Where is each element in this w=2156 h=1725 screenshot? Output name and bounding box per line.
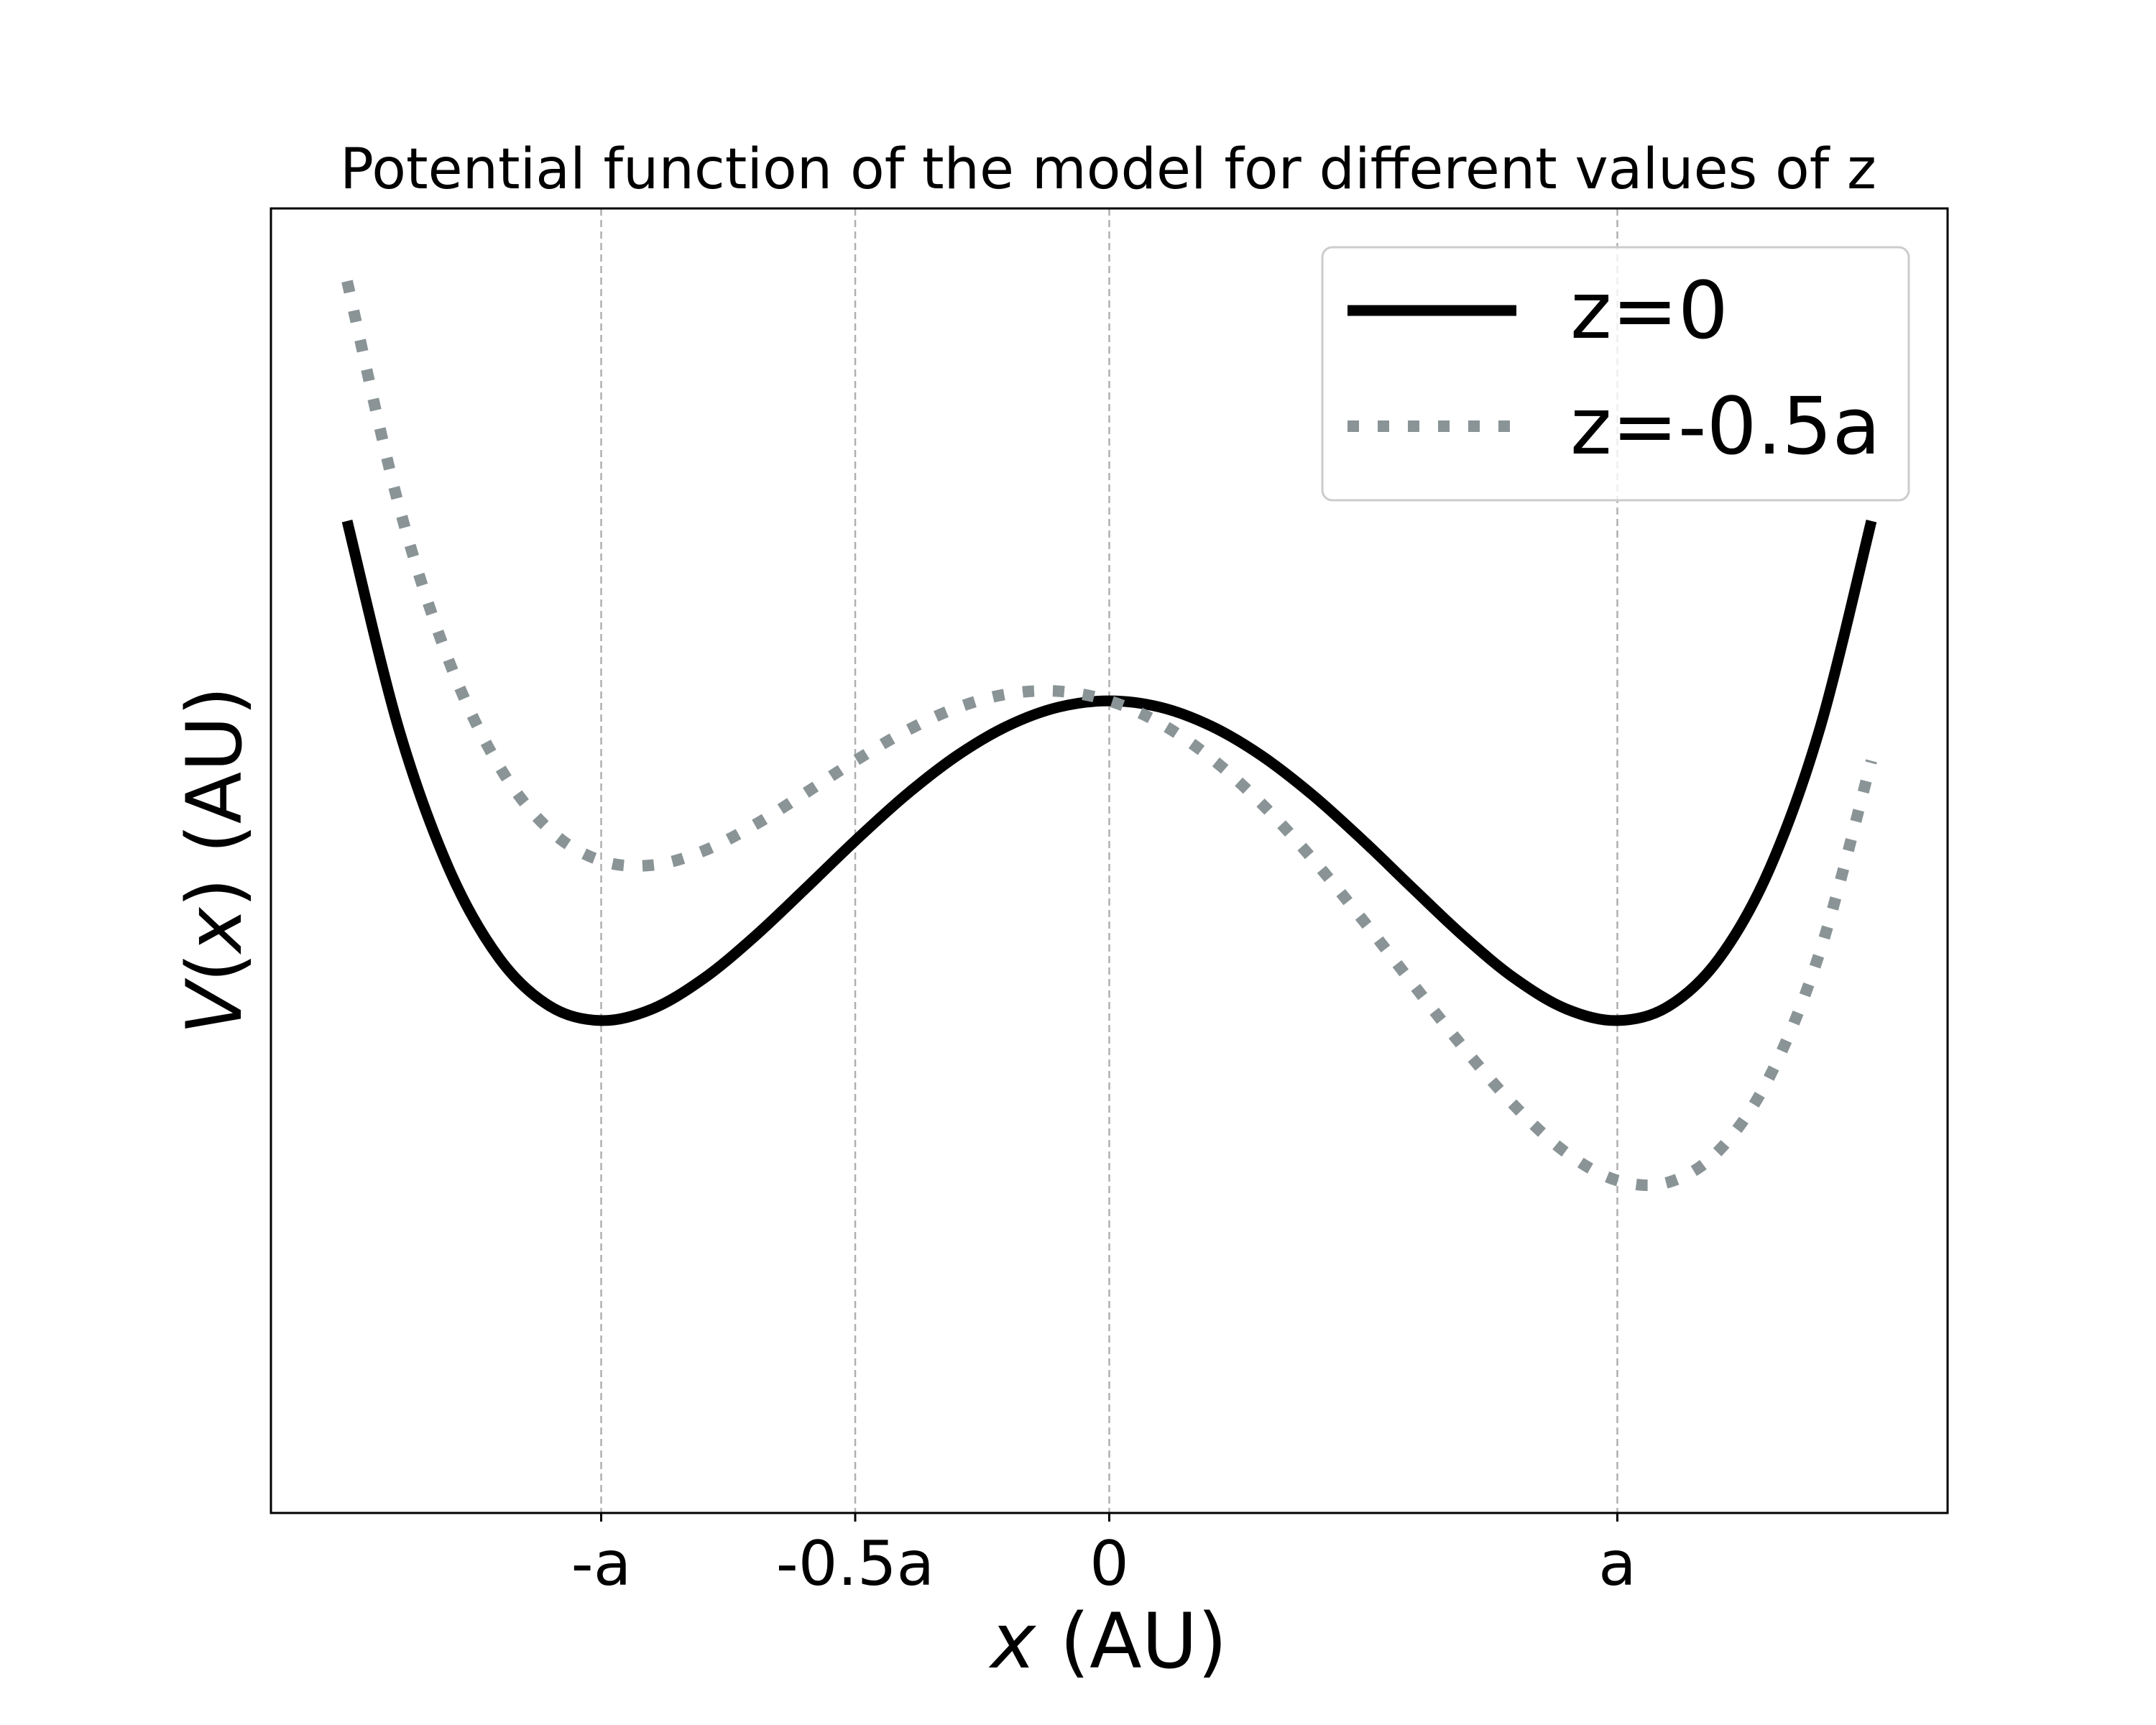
y-axis-label-var: x	[170, 906, 259, 954]
series-line-z0	[341, 519, 1877, 1026]
x-axis-label: x (AU)	[988, 1597, 1227, 1685]
y-axis-label-func: V	[170, 978, 259, 1034]
plot-lines	[341, 280, 1877, 1191]
y-axis-label-close: )	[170, 878, 259, 907]
x-axis-label-var: x	[988, 1597, 1036, 1685]
x-tick-label: -0.5a	[776, 1528, 935, 1600]
legend: z=0 z=-0.5a	[1321, 246, 1910, 502]
y-axis-label-unit: (AU)	[170, 686, 259, 878]
chart-title: Potential function of the model for diff…	[340, 137, 1876, 202]
x-tick-label: a	[1598, 1528, 1636, 1600]
legend-label-z-neg-half-a: z=-0.5a	[1570, 380, 1881, 472]
series-line-z-neg-half-a	[341, 280, 1877, 1191]
y-axis-label-open: (	[170, 952, 259, 982]
svg-text:x (AU): x (AU)	[988, 1597, 1227, 1685]
x-axis-label-unit: (AU)	[1036, 1597, 1227, 1685]
grid	[600, 208, 1618, 1513]
x-ticks: -a -0.5a 0 a	[571, 1513, 1636, 1600]
svg-text:V(x) (AU): V(x) (AU)	[170, 686, 259, 1034]
x-tick-label: -a	[571, 1528, 632, 1600]
y-axis-label: V(x) (AU)	[170, 686, 259, 1034]
title: Potential function of the model for diff…	[340, 137, 1876, 202]
legend-label-z0: z=0	[1570, 264, 1728, 356]
x-tick-label: 0	[1089, 1528, 1129, 1600]
